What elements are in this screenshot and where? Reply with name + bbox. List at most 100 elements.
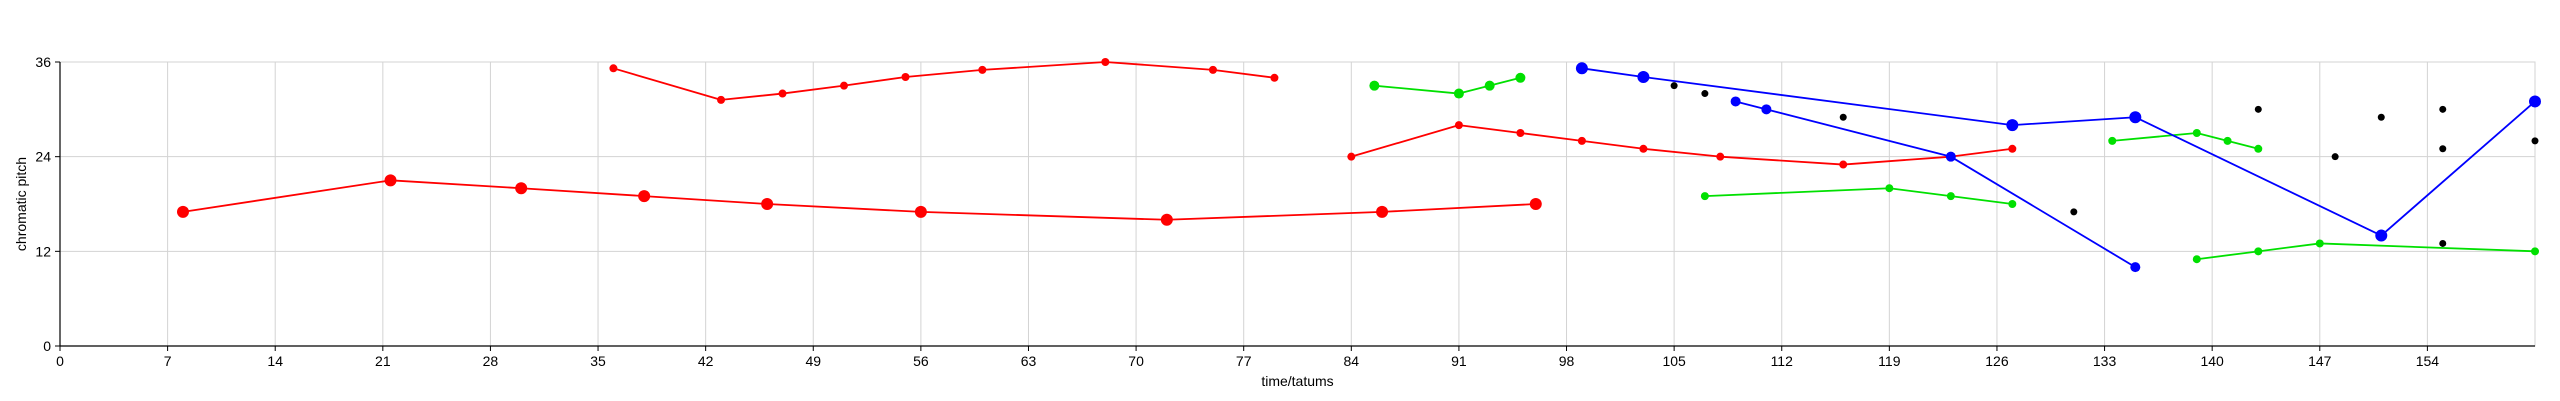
data-point [2223,136,2232,145]
x-tick-label: 98 [1559,353,1575,369]
series-line [1581,67,2536,237]
data-point [609,64,618,73]
x-tick-label: 42 [698,353,714,369]
x-tick-label: 77 [1236,353,1252,369]
data-point [2529,95,2541,108]
series-line [182,179,1536,221]
data-point [2531,247,2539,256]
series-2 [609,58,1279,104]
data-point [1637,70,1650,83]
data-point [2254,144,2263,153]
data-point [1716,152,1725,161]
data-point [1885,184,1894,193]
scatter-point [1670,82,1678,90]
x-tick-label: 140 [2200,353,2224,369]
data-point [1347,152,1356,161]
tick-labels: 0 7 14 21 28 35 42 49 56 63 70 77 84 91 98 105 112 119 126… [35,54,2439,369]
scatter-group [1670,82,2539,247]
data-point [901,72,910,81]
x-tick-label: 14 [267,353,283,369]
x-tick-label: 28 [483,353,499,369]
x-tick-label: 56 [913,353,929,369]
data-point [1369,80,1380,91]
series-1 [176,174,1542,226]
x-axis-label: time/tatums [1261,373,1333,389]
scatter-point [1839,113,1847,121]
series-3 [1347,121,2017,169]
x-tick-label: 126 [1985,353,2009,369]
y-tick-label: 0 [43,338,51,354]
scatter-point [2439,239,2447,247]
data-point [1761,104,1772,115]
data-point [2254,247,2263,256]
x-tick-label: 154 [2416,353,2440,369]
data-point [914,205,927,218]
scatter-point [2070,208,2078,216]
data-point [1529,198,1542,210]
data-point [1577,136,1586,145]
data-point [1516,129,1525,137]
y-tick-label: 24 [35,149,51,165]
x-tick-label: 133 [2093,353,2117,369]
data-point [638,190,651,203]
scatter-point [1701,90,1709,98]
scatter-point [2439,105,2447,113]
x-tick-label: 119 [1878,353,1901,369]
y-tick-label: 36 [35,54,51,70]
data-point [1945,151,1956,162]
data-point [2108,136,2117,145]
data-point [840,81,849,90]
series-5 [1700,184,2017,208]
scatter-point [2331,153,2339,161]
x-tick-label: 84 [1344,353,1360,369]
data-point [1453,88,1464,99]
series-line [1374,76,1521,95]
series-4 [1369,72,1526,99]
y-axis-label: chromatic pitch [13,157,29,251]
data-point [515,182,528,195]
data-point [176,205,189,218]
series-9 [1730,96,2141,273]
data-point [1639,144,1648,153]
x-tick-label: 70 [1128,353,1144,369]
x-tick-label: 35 [590,353,606,369]
data-point [2375,229,2388,242]
series-line [613,61,1275,101]
scatter-point [2439,145,2447,153]
data-point [1730,96,1741,107]
data-point [1946,192,1955,201]
data-point [717,95,726,104]
x-tick-label: 49 [805,353,821,369]
series-line [2112,132,2259,150]
data-point [1575,62,1588,75]
series-line [1704,187,2013,205]
scatter-point [2254,105,2262,113]
x-tick-label: 63 [1021,353,1037,369]
data-point [2192,129,2201,137]
data-point [2192,255,2201,264]
series-line [1735,100,2136,268]
data-point [1484,80,1495,91]
data-point [2008,144,2017,153]
data-point [2130,262,2141,273]
series-line [1351,124,2013,166]
series-8 [1575,62,2541,242]
data-point [1700,192,1709,201]
scatter-point [2531,137,2539,145]
x-tick-label: 105 [1662,353,1686,369]
x-tick-label: 147 [2308,353,2332,369]
data-point [1515,72,1526,83]
data-point [1454,121,1463,130]
series-6 [2108,129,2263,153]
x-tick-label: 91 [1451,353,1467,369]
data-point [2315,239,2324,248]
series-line [2196,242,2536,261]
data-point [761,198,774,210]
data-point [778,89,787,98]
x-tick-label: 0 [56,353,64,369]
data-point [978,65,987,74]
y-tick-label: 12 [35,243,51,259]
data-point [1160,213,1173,226]
data-point [1376,205,1389,218]
